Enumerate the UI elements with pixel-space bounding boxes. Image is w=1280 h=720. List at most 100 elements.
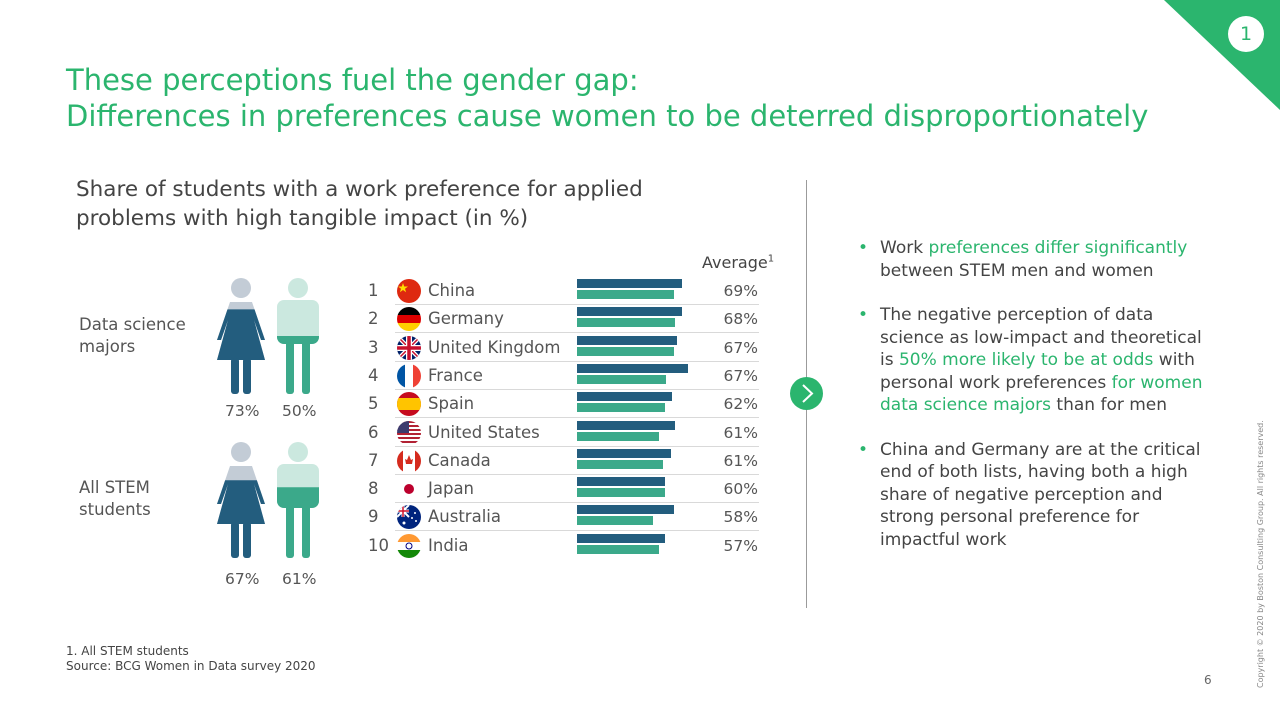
row-divider [395,473,759,475]
average-header: Average1 [702,253,774,272]
row-divider [395,304,759,305]
bar-series-2 [577,431,660,441]
men-pct-all-stem: 61% [282,570,317,588]
bar-series-2 [577,544,660,554]
bar-series-2 [577,346,674,356]
average-value: 61% [723,423,758,442]
country-label: Japan [428,479,475,499]
man-icon [277,278,319,394]
woman-icon [217,278,265,394]
average-label: Average [702,253,768,272]
footnote-marker-2: 2 [660,346,667,357]
title-line-2: Differences in preferences cause women t… [66,99,1149,133]
average-footnote-marker: 1 [767,253,775,265]
woman-icon [217,442,265,558]
man-fill-level [277,336,319,394]
bullet-dot-icon: • [858,238,869,258]
footnote-1: 1. All STEM students [66,644,189,658]
row-divider [395,360,759,362]
australia-flag-icon [397,505,421,530]
rank-number: 3 [368,337,379,357]
chevron-right-icon [790,377,823,410]
highlighted-text: preferences differ significantly [928,238,1188,258]
country-label: Germany [428,309,504,329]
average-value: 57% [723,536,758,555]
bullet-text: China and Germany are at the critical en… [880,439,1201,550]
gender-icons-data-science [217,278,319,394]
highlighted-text: for women data science majors [880,372,1203,416]
india-flag-icon [397,533,421,558]
average-value: 67% [723,366,758,385]
woman-fill-level [217,480,265,558]
row-divider [395,445,759,447]
country-label: China [428,281,476,300]
page-title: These perceptions fuel the gender gap: D… [66,62,1148,134]
bullet-text: with personal work preferences [880,350,1195,393]
usa-flag-icon [397,420,421,445]
chevron-right-glyph [802,384,814,403]
rank-number: 9 [368,507,379,527]
row-divider [395,502,759,504]
corner-triangle [1164,0,1280,110]
bullet-point: • Work preferences differ significantly b… [858,237,1210,282]
row-divider [395,332,759,334]
average-value: 69% [723,282,758,300]
source-note: Source: BCG Women in Data survey 2020 [66,659,316,673]
china-flag-icon [397,279,421,303]
bar-series-2 [577,374,667,384]
man-icon [277,442,319,558]
bar-series-2 [577,516,654,526]
bullet-text: between STEM men and women [880,260,1154,281]
bullet-text: The negative perception of data science … [880,305,1202,370]
rank-number: 6 [368,422,379,442]
subtitle-line-1: Share of students with a work preference… [76,177,643,202]
chart-subtitle: Share of students with a work preference… [76,175,676,233]
bar-series-1 [577,392,673,402]
rank-number: 5 [368,394,379,414]
bar-series-1 [577,533,665,543]
country-label: United Kingdom [428,337,561,357]
rank-number: 2 [368,309,379,329]
germany-flag-icon [397,307,421,332]
title-line-1: These perceptions fuel the gender gap: [66,63,639,97]
average-value: 61% [723,451,758,470]
group-label-line: All STEM [79,478,150,497]
women-pct-all-stem: 67% [225,570,260,588]
rank-number: 8 [368,479,379,499]
country-label: United States [428,422,540,442]
bar-series-1 [577,307,683,317]
average-value: 67% [723,338,758,357]
spain-flag-icon [397,392,421,417]
group-label-line: Data science [79,315,186,334]
row-divider [395,417,759,419]
group-label-line: students [79,500,151,519]
country-label: India [428,535,469,555]
rank-number: 10 [368,535,389,555]
country-label: Australia [428,507,501,527]
bullet-dot-icon: • [858,439,869,460]
bullet-text: Work [880,238,929,258]
uk-flag-icon [397,335,421,360]
bar-series-1 [577,363,689,373]
country-label: France [428,365,483,385]
subtitle-line-2: problems with high tangible impact (in %… [76,206,529,231]
group-label-data-science: Data science majors [79,314,186,358]
footnotes: 1. All STEM students Source: BCG Women i… [66,644,316,674]
men-pct-data-science: 50% [282,402,317,420]
copyright-notice: Copyright © 2020 by Boston Consulting Gr… [1256,420,1265,688]
bar-series-1 [577,279,683,288]
average-value: 58% [723,508,758,527]
woman-fill-level [217,309,265,394]
group-label-line: majors [79,337,136,356]
average-value: 60% [723,480,758,499]
bar-series-2 [577,318,676,328]
country-label: Canada [428,450,491,470]
bullet-dot-icon: • [858,305,869,325]
bar-series-1 [577,505,674,515]
japan-flag-icon [397,477,421,502]
rank-number: 7 [368,450,379,470]
country-label: Spain [428,394,475,414]
bar-series-2 [577,290,674,299]
bar-series-1 [577,420,676,430]
page-number: 6 [1204,673,1212,687]
